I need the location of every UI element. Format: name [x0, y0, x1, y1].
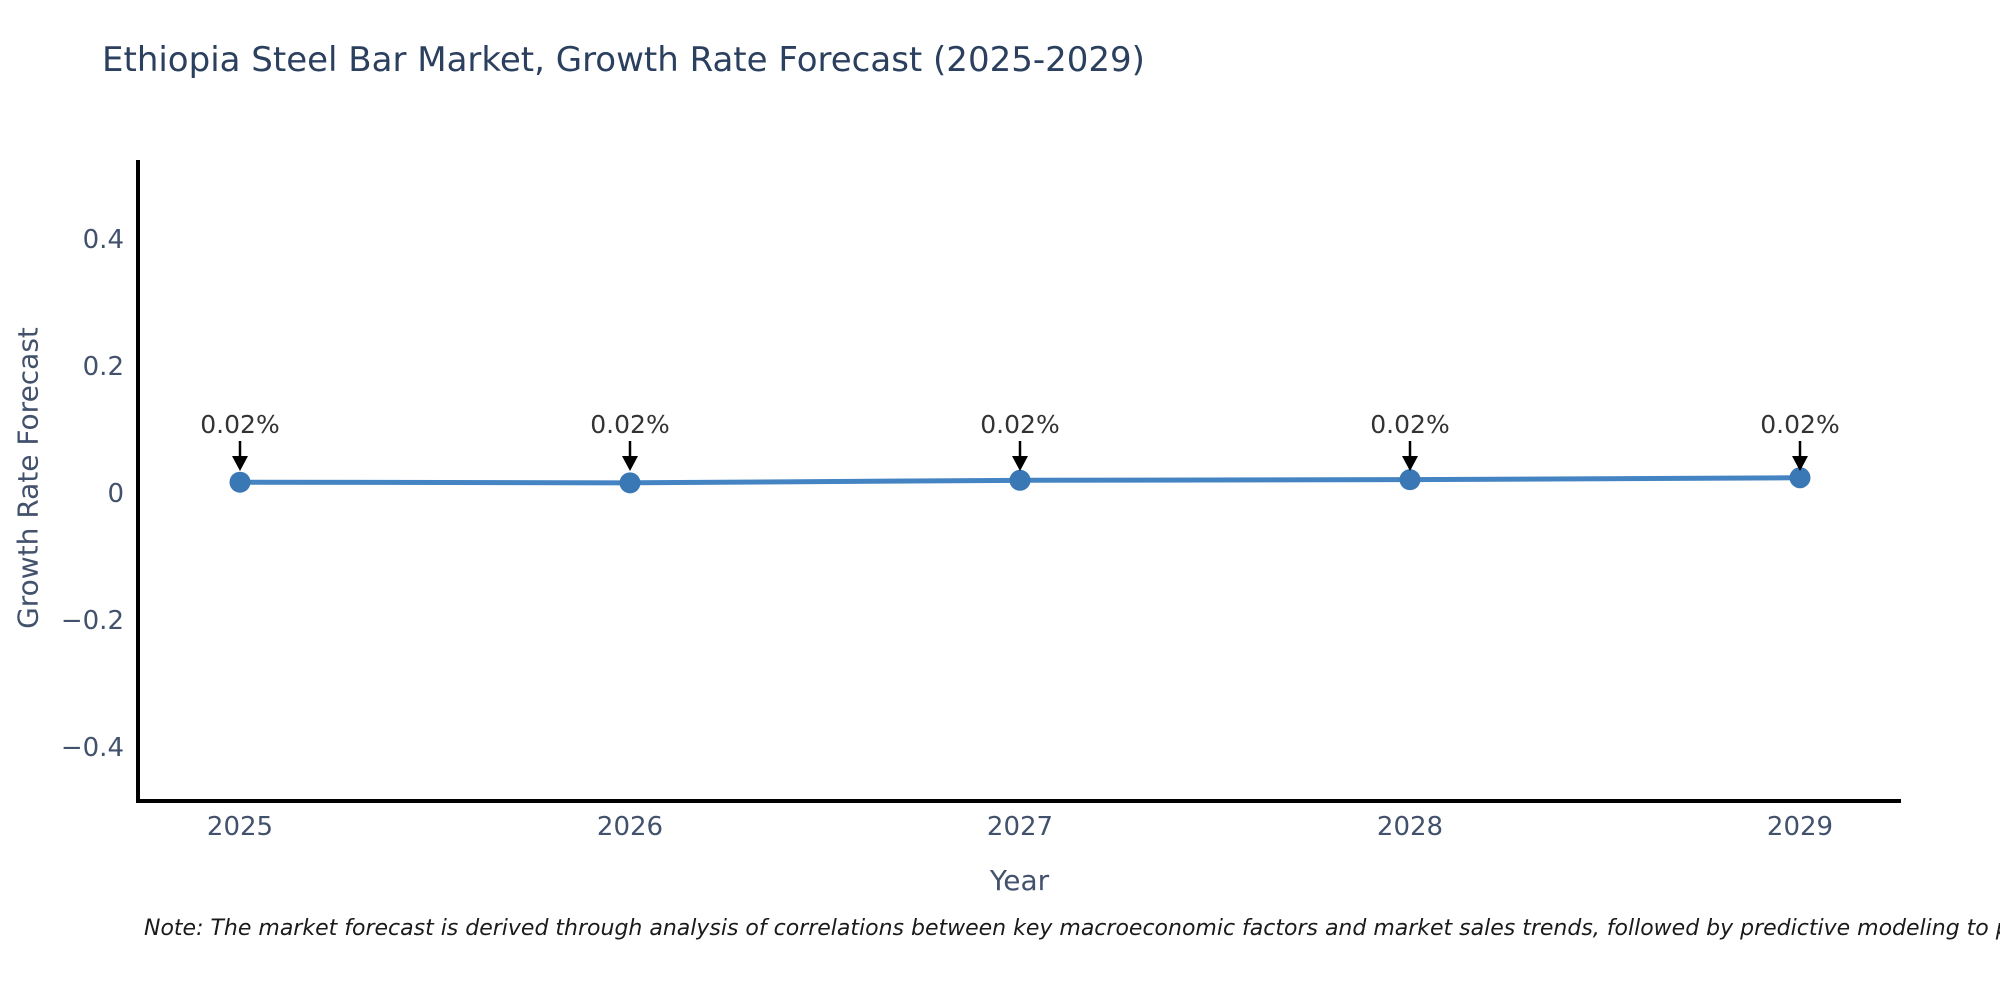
data-point-marker — [619, 472, 641, 494]
annotation-arrow-head — [1792, 456, 1808, 471]
data-point-marker — [1399, 469, 1421, 491]
x-tick-label: 2025 — [207, 812, 273, 842]
y-tick-label: −0.2 — [61, 606, 124, 636]
data-point-label: 0.02% — [200, 410, 279, 439]
x-tick-label: 2029 — [1767, 812, 1833, 842]
data-point-marker — [1009, 469, 1031, 491]
y-tick-label: −0.4 — [61, 733, 124, 763]
x-tick-label: 2027 — [987, 812, 1053, 842]
x-axis-label: Year — [989, 864, 1050, 897]
data-point-label: 0.02% — [1760, 410, 1839, 439]
y-tick-label: 0.2 — [83, 352, 124, 382]
data-point-label: 0.02% — [980, 410, 1059, 439]
chart-title: Ethiopia Steel Bar Market, Growth Rate F… — [102, 40, 1145, 80]
data-point-label: 0.02% — [590, 410, 669, 439]
annotation-arrow-head — [232, 456, 248, 471]
annotation-arrow-head — [622, 456, 638, 471]
y-tick-label: 0 — [107, 479, 124, 509]
x-tick-label: 2026 — [597, 812, 663, 842]
x-tick-label: 2028 — [1377, 812, 1443, 842]
data-point-marker — [1789, 467, 1811, 489]
y-tick-label: 0.4 — [83, 225, 124, 255]
data-point-marker — [229, 471, 251, 493]
footnote-text: Note: The market forecast is derived thr… — [144, 916, 2000, 941]
annotation-arrow-head — [1402, 456, 1418, 471]
annotation-arrow-head — [1012, 456, 1028, 471]
data-point-label: 0.02% — [1370, 410, 1449, 439]
